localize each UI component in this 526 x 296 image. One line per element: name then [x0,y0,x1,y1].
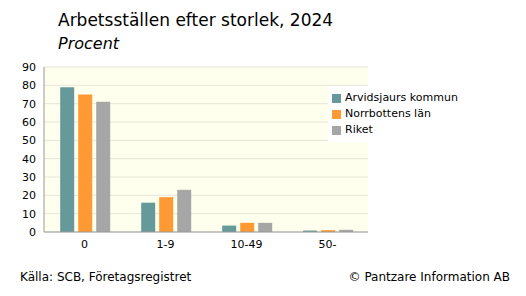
html-text:Norrbottens län: Norrbottens län [345,107,431,120]
html-text:Källa: SCB, Företagsregistret: Källa: SCB, Företagsregistret [20,270,192,284]
html-text:Arvidsjaurs kommun: Arvidsjaurs kommun [345,91,458,104]
html-text:© Pantzare Information AB: © Pantzare Information AB [348,270,510,284]
svg-text:0: 0 [29,226,36,239]
svg-text:10: 10 [22,208,36,221]
svg-text:30: 30 [22,171,36,184]
svg-text:70: 70 [22,98,36,111]
svg-text:50: 50 [22,134,36,147]
svg-text:0: 0 [81,238,88,251]
svg-text:60: 60 [22,116,36,129]
svg-text:20: 20 [22,189,36,202]
svg-text:40: 40 [22,153,36,166]
svg-text:1-9: 1-9 [157,238,175,251]
html-text:Procent: Procent [58,34,120,53]
svg-text:10-49: 10-49 [231,238,263,251]
html-text:Arbetsställen efter storlek, 2: Arbetsställen efter storlek, 2024 [58,10,334,30]
svg-text:90: 90 [22,61,36,74]
svg-text:80: 80 [22,79,36,92]
svg-text:50-: 50- [319,238,337,251]
html-text:Riket: Riket [345,123,373,136]
